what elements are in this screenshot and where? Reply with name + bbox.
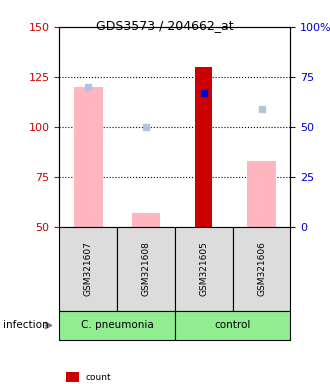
Bar (74, 87, 103, 227)
Bar (132, 213, 160, 227)
Text: GSM321605: GSM321605 (199, 242, 208, 296)
Text: GSM321608: GSM321608 (142, 242, 150, 296)
Text: count: count (86, 372, 112, 382)
Text: GSM321606: GSM321606 (257, 242, 266, 296)
Text: control: control (214, 320, 251, 331)
Text: GDS3573 / 204662_at: GDS3573 / 204662_at (96, 19, 234, 32)
Text: GSM321607: GSM321607 (84, 242, 93, 296)
Text: C. pneumonia: C. pneumonia (81, 320, 153, 331)
Bar (247, 161, 276, 227)
Bar (195, 67, 213, 227)
Text: infection: infection (3, 320, 49, 331)
